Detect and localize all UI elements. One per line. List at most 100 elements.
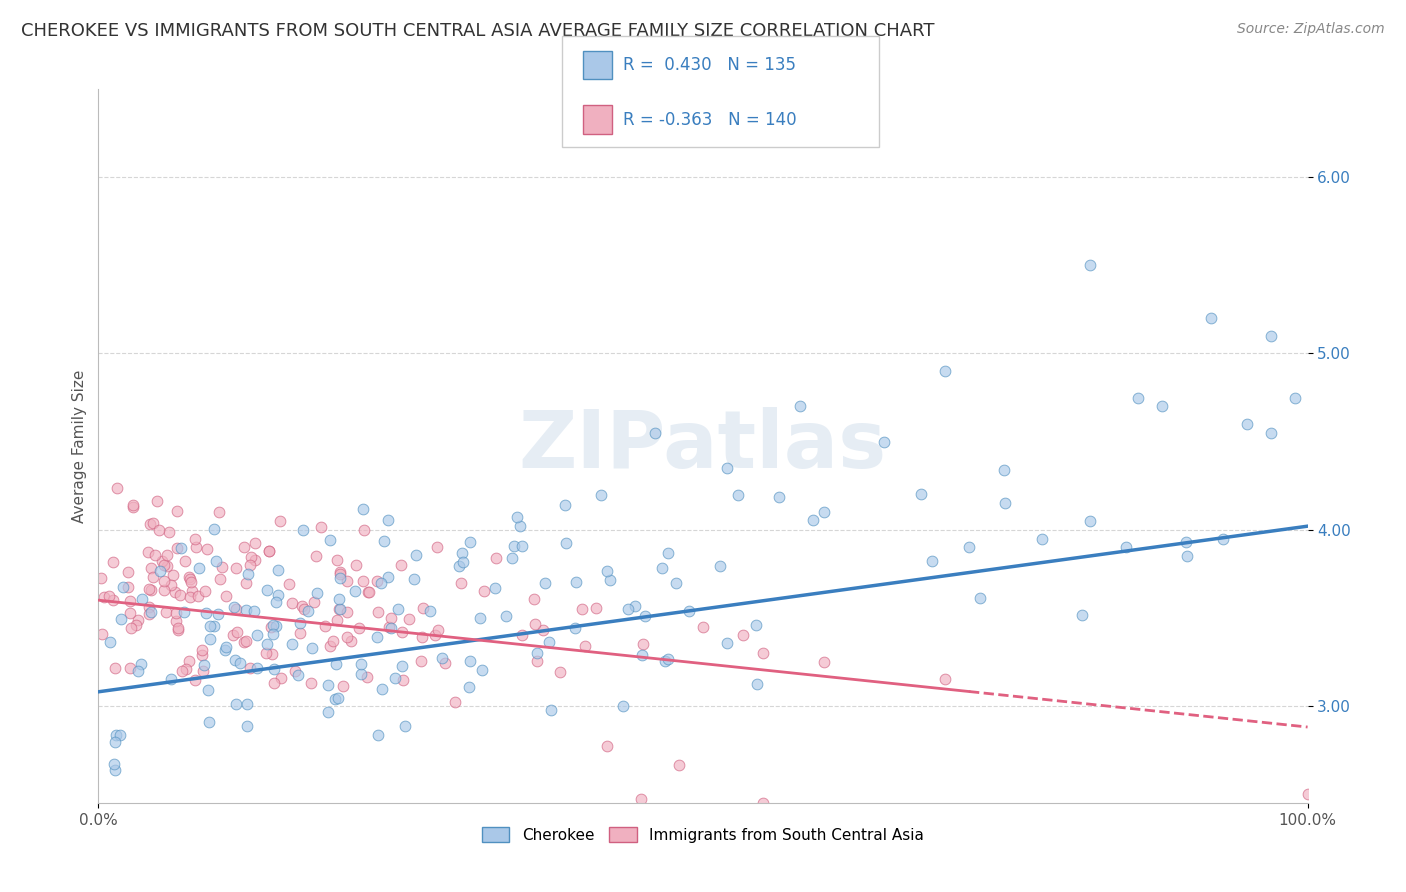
Point	[149, 565, 172, 579]
Point	[398, 612, 420, 626]
Point	[284, 664, 307, 678]
Point	[150, 554, 173, 568]
Point	[139, 582, 162, 597]
Point	[165, 614, 187, 628]
Point	[118, 594, 141, 608]
Point	[654, 654, 676, 668]
Point	[343, 583, 366, 598]
Point	[716, 636, 738, 650]
Point	[571, 602, 593, 616]
Point	[305, 585, 328, 599]
Point	[233, 635, 256, 649]
Point	[263, 676, 285, 690]
Point	[873, 434, 896, 449]
Point	[934, 673, 956, 687]
Point	[316, 705, 339, 719]
Point	[197, 682, 219, 697]
Point	[727, 488, 749, 502]
Point	[191, 648, 214, 663]
Point	[564, 621, 586, 635]
Point	[585, 601, 607, 615]
Point	[745, 618, 768, 632]
Point	[297, 604, 319, 618]
Point	[495, 608, 517, 623]
Point	[336, 630, 359, 644]
Point	[207, 607, 229, 622]
Point	[262, 618, 284, 632]
Text: R =  0.430   N = 135: R = 0.430 N = 135	[623, 56, 796, 74]
Point	[208, 572, 231, 586]
Point	[380, 621, 402, 635]
Point	[225, 561, 247, 575]
Legend: Cherokee, Immigrants from South Central Asia: Cherokee, Immigrants from South Central …	[475, 821, 931, 848]
Point	[631, 648, 654, 663]
Point	[329, 571, 352, 585]
Point	[352, 502, 374, 516]
Point	[257, 543, 280, 558]
Point	[329, 602, 352, 616]
Point	[214, 640, 236, 654]
Point	[146, 493, 169, 508]
Point	[644, 425, 666, 440]
Point	[934, 364, 956, 378]
Point	[380, 611, 402, 625]
Point	[426, 541, 449, 555]
Point	[174, 662, 197, 676]
Point	[630, 792, 652, 806]
Point	[179, 572, 201, 586]
Text: R = -0.363   N = 140: R = -0.363 N = 140	[623, 111, 796, 128]
Point	[169, 589, 191, 603]
Point	[225, 697, 247, 711]
Point	[502, 540, 524, 554]
Point	[108, 728, 131, 742]
Point	[166, 541, 188, 555]
Point	[801, 513, 824, 527]
Point	[509, 519, 531, 533]
Point	[550, 665, 572, 680]
Point	[239, 549, 262, 564]
Point	[471, 663, 494, 677]
Point	[537, 635, 560, 649]
Point	[993, 463, 1015, 477]
Point	[104, 735, 127, 749]
Point	[263, 662, 285, 676]
Point	[139, 605, 162, 619]
Point	[264, 594, 287, 608]
Point	[269, 514, 291, 528]
Point	[301, 640, 323, 655]
Point	[127, 613, 149, 627]
Point	[419, 604, 441, 618]
Point	[319, 533, 342, 548]
Point	[267, 588, 290, 602]
Point	[392, 673, 415, 687]
Point	[524, 616, 547, 631]
Point	[174, 554, 197, 568]
Point	[394, 719, 416, 733]
Point	[370, 576, 392, 591]
Point	[254, 646, 277, 660]
Point	[1174, 534, 1197, 549]
Point	[256, 583, 278, 598]
Point	[531, 623, 554, 637]
Point	[485, 550, 508, 565]
Point	[412, 601, 434, 615]
Point	[238, 566, 260, 581]
Point	[329, 566, 352, 581]
Point	[260, 620, 283, 634]
Point	[236, 697, 259, 711]
Point	[198, 619, 221, 633]
Text: ZIPatlas: ZIPatlas	[519, 407, 887, 485]
Point	[167, 621, 190, 635]
Point	[470, 611, 492, 625]
Point	[118, 607, 141, 621]
Point	[291, 524, 314, 538]
Point	[402, 572, 425, 586]
Point	[193, 658, 215, 673]
Point	[224, 653, 246, 667]
Point	[281, 596, 304, 610]
Point	[187, 561, 209, 575]
Point	[131, 591, 153, 606]
Point	[624, 599, 647, 614]
Point	[225, 602, 247, 616]
Point	[179, 654, 201, 668]
